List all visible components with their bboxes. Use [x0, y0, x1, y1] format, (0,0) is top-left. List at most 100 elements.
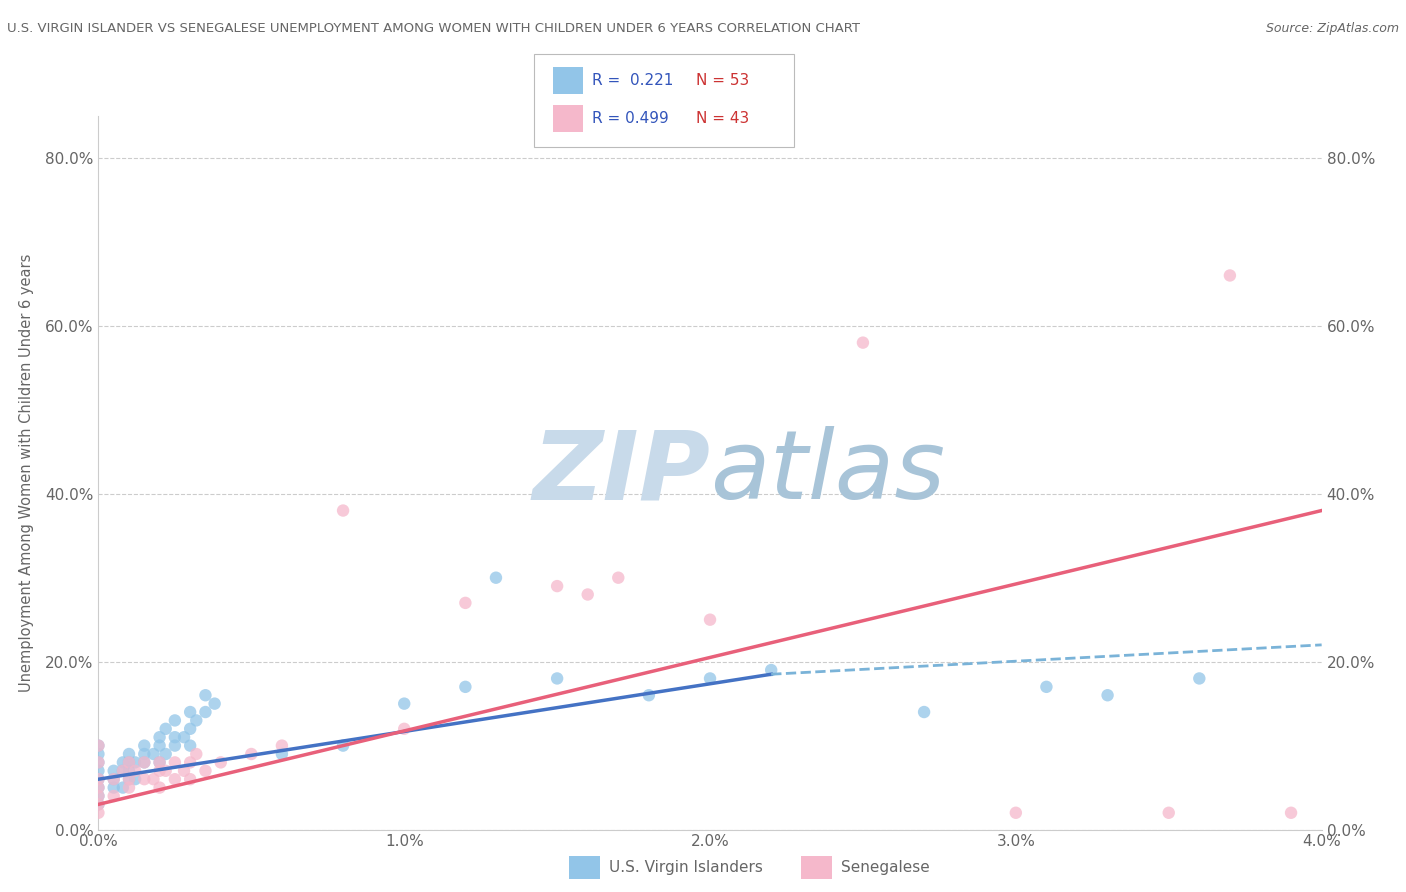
Point [87, 780, 110, 795]
Point [173, 764, 195, 778]
Point [1004, 805, 1026, 820]
Point [194, 688, 217, 702]
Point [392, 697, 416, 711]
Point [546, 579, 568, 593]
Text: U.S. Virgin Islanders: U.S. Virgin Islanders [609, 861, 762, 875]
Point [124, 756, 146, 770]
Point [149, 780, 172, 795]
Point [87, 739, 110, 753]
Point [124, 764, 146, 778]
Point [485, 571, 508, 585]
Point [111, 780, 134, 795]
Point [179, 756, 201, 770]
Point [209, 756, 232, 770]
Point [134, 756, 156, 770]
Point [240, 747, 263, 761]
Point [149, 756, 172, 770]
Text: R =  0.221: R = 0.221 [592, 73, 673, 87]
Point [332, 739, 354, 753]
Point [163, 714, 186, 728]
Point [194, 705, 217, 719]
Point [699, 672, 721, 686]
Point [173, 730, 195, 744]
Point [118, 780, 141, 795]
Point [163, 730, 186, 744]
Point [392, 722, 416, 736]
Point [163, 739, 186, 753]
Point [87, 739, 110, 753]
Point [186, 747, 208, 761]
Point [1097, 688, 1119, 702]
Point [204, 697, 226, 711]
Point [546, 672, 568, 686]
Point [118, 756, 141, 770]
Point [134, 747, 156, 761]
Point [111, 756, 134, 770]
Point [87, 797, 110, 812]
Point [155, 722, 177, 736]
Point [149, 730, 172, 744]
Point [87, 747, 110, 761]
Point [149, 764, 172, 778]
Point [118, 756, 141, 770]
Point [155, 764, 177, 778]
Text: Senegalese: Senegalese [841, 861, 929, 875]
Point [179, 722, 201, 736]
Text: N = 43: N = 43 [696, 112, 749, 126]
Point [1219, 268, 1241, 283]
Point [87, 805, 110, 820]
Point [332, 503, 354, 517]
Point [194, 764, 217, 778]
Point [87, 780, 110, 795]
Point [134, 739, 156, 753]
Point [699, 613, 721, 627]
Point [912, 705, 935, 719]
Point [87, 789, 110, 803]
Point [270, 747, 294, 761]
Point [1279, 805, 1302, 820]
Point [637, 688, 661, 702]
Point [118, 747, 141, 761]
Point [103, 772, 125, 787]
Point [87, 789, 110, 803]
Point [163, 756, 186, 770]
Point [111, 764, 134, 778]
Point [118, 772, 141, 787]
Point [1188, 672, 1211, 686]
Point [103, 772, 125, 787]
Point [87, 772, 110, 787]
Point [759, 663, 782, 677]
Point [179, 739, 201, 753]
Point [149, 739, 172, 753]
Point [163, 772, 186, 787]
Point [124, 772, 146, 787]
Point [118, 772, 141, 787]
Point [134, 756, 156, 770]
Text: U.S. VIRGIN ISLANDER VS SENEGALESE UNEMPLOYMENT AMONG WOMEN WITH CHILDREN UNDER : U.S. VIRGIN ISLANDER VS SENEGALESE UNEMP… [7, 22, 860, 36]
Point [103, 764, 125, 778]
Point [87, 772, 110, 787]
Point [87, 756, 110, 770]
Point [103, 789, 125, 803]
Point [454, 680, 477, 694]
Text: R = 0.499: R = 0.499 [592, 112, 669, 126]
Point [1035, 680, 1057, 694]
Point [852, 335, 875, 350]
Point [270, 739, 294, 753]
Point [454, 596, 477, 610]
Point [87, 764, 110, 778]
Point [179, 772, 201, 787]
Point [111, 764, 134, 778]
Point [1157, 805, 1180, 820]
Point [149, 756, 172, 770]
Point [142, 747, 165, 761]
Point [186, 714, 208, 728]
Point [607, 571, 630, 585]
Y-axis label: Unemployment Among Women with Children Under 6 years: Unemployment Among Women with Children U… [18, 253, 34, 692]
Point [87, 797, 110, 812]
Point [142, 772, 165, 787]
Point [576, 587, 599, 601]
Point [87, 756, 110, 770]
Text: ZIP: ZIP [531, 426, 710, 519]
Text: Source: ZipAtlas.com: Source: ZipAtlas.com [1265, 22, 1399, 36]
